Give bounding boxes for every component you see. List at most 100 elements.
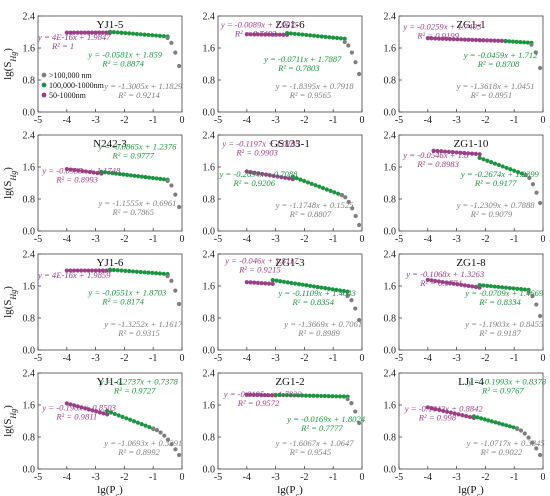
data-point-medium (334, 394, 339, 399)
data-point-medium (158, 176, 163, 181)
data-point-small (429, 278, 434, 283)
x-tick-label: -4 (243, 472, 251, 483)
data-point-large (346, 43, 351, 48)
data-point-medium (507, 424, 512, 429)
data-point-small (79, 268, 84, 273)
data-point-medium (320, 185, 326, 191)
data-point-medium (120, 414, 125, 419)
fit-r2: R² = 0.7865 (111, 207, 154, 217)
data-point-small (259, 392, 264, 398)
y-tick-label: 0.8 (203, 314, 216, 325)
data-point-small (462, 150, 467, 156)
data-point-medium (485, 158, 490, 163)
data-point-medium (150, 33, 155, 38)
data-point-small (244, 169, 249, 174)
y-tick-label: 2.4 (23, 131, 36, 142)
data-point-medium (116, 413, 121, 418)
fit-r2: R² = 0.9903 (235, 148, 278, 158)
x-tick-label: -2 (120, 353, 128, 364)
data-point-medium (507, 285, 512, 291)
data-point-medium (303, 393, 309, 398)
data-point-small (104, 30, 109, 35)
y-tick-label: 0.0 (384, 346, 397, 357)
fit-equation: y = 4E-16x + 1.9847 (37, 32, 111, 42)
panel-title: YJ1-6 (97, 257, 124, 269)
data-point-small (269, 393, 275, 398)
data-point-small (248, 280, 253, 285)
data-point-medium (315, 393, 320, 398)
fit-equation: y = 4E-16x + 1.9859 (37, 270, 111, 280)
data-point-small (473, 284, 479, 290)
fit-equation: y = -1.1903x + 0.8455 (464, 319, 544, 329)
data-point-small (83, 406, 88, 411)
data-point-medium (341, 288, 346, 294)
data-point-medium (112, 411, 117, 417)
y-tick-label: 2.4 (203, 12, 216, 23)
data-point-large (349, 401, 354, 406)
y-tick-label: 0.8 (23, 314, 36, 325)
x-tick-label: -2 (120, 115, 128, 126)
data-point-small (279, 175, 284, 180)
data-point-medium (504, 423, 509, 428)
data-point-large (158, 430, 163, 435)
data-point-medium (496, 284, 501, 290)
fit-equation: y = -0.1068x + 1.3263 (405, 269, 484, 279)
data-point-medium (500, 422, 505, 427)
x-tick-label: -5 (34, 115, 42, 126)
data-point-small (80, 168, 85, 174)
legend-label: 50-1000nm (49, 91, 87, 100)
data-point-small (100, 268, 105, 273)
data-point-medium (335, 191, 341, 196)
data-point-medium (127, 269, 132, 274)
fit-equation: y = -0.1109x + 1.4043 (277, 288, 355, 298)
y-tick-label: 0.0 (23, 227, 36, 238)
data-point-medium (132, 173, 137, 178)
panel-title: LJ1-4 (458, 376, 484, 388)
data-point-large (177, 301, 182, 307)
x-tick-label: -1 (510, 234, 518, 245)
panel-zg1-1: 0.0 0.8 1.6 2.4 -5 -4 -3 -2 -1 0 ZG1-1y = -0.0259x… (384, 12, 546, 127)
data-point-small (477, 152, 482, 157)
x-tick-label: 0 (360, 115, 365, 126)
x-tick-label: -4 (243, 234, 251, 245)
data-point-medium (281, 392, 286, 398)
panel-title: ZG1-3 (275, 257, 305, 269)
data-point-small (97, 410, 102, 415)
data-point-small (244, 392, 249, 397)
data-point-medium (278, 279, 283, 284)
y-tick-label: 0.0 (203, 465, 216, 476)
fit-equation: y = -0.046x + 1.5117 (224, 256, 299, 266)
data-point-large (353, 409, 358, 414)
data-point-small (95, 170, 100, 176)
data-point-small (466, 37, 471, 42)
data-point-small (64, 166, 69, 172)
data-point-small (477, 38, 482, 43)
x-tick-label: -2 (300, 234, 308, 245)
x-tick-label: -4 (424, 234, 432, 245)
data-point-medium (512, 168, 517, 173)
data-point-medium (277, 392, 282, 398)
data-point-small (244, 32, 249, 37)
data-point-small (452, 411, 457, 416)
data-point-medium (511, 425, 516, 430)
panel-zg1-6: 0.0 0.8 1.6 2.4 -5 -4 -3 -2 -1 0 ZG1-6y = -0.0089x… (203, 12, 365, 127)
x-tick-label: -4 (63, 472, 71, 483)
y-tick-label: 0.0 (384, 108, 397, 119)
data-point-medium (146, 32, 151, 38)
data-point-medium (274, 278, 279, 283)
data-point-medium (518, 39, 523, 45)
panel-zg1-10: 0.0 0.8 1.6 2.4 -5 -4 -3 -2 -1 0 ZG1-10y = -0.0546… (384, 131, 546, 246)
data-point-small (251, 392, 257, 397)
data-point-small (68, 402, 73, 407)
x-tick-label: -2 (300, 115, 308, 126)
fit-r2: R² = 0.8989 (297, 328, 340, 338)
data-point-medium (311, 284, 316, 289)
data-point-small (456, 412, 461, 417)
data-point-medium (292, 393, 297, 398)
y-tick-label: 1.6 (384, 44, 397, 55)
panel-title: GS133-1 (270, 138, 310, 150)
data-point-large (345, 293, 350, 299)
data-point-medium (341, 394, 346, 399)
data-point-medium (117, 171, 122, 177)
fit-equation: y = -1.2309x + 0.7888 (456, 200, 536, 210)
